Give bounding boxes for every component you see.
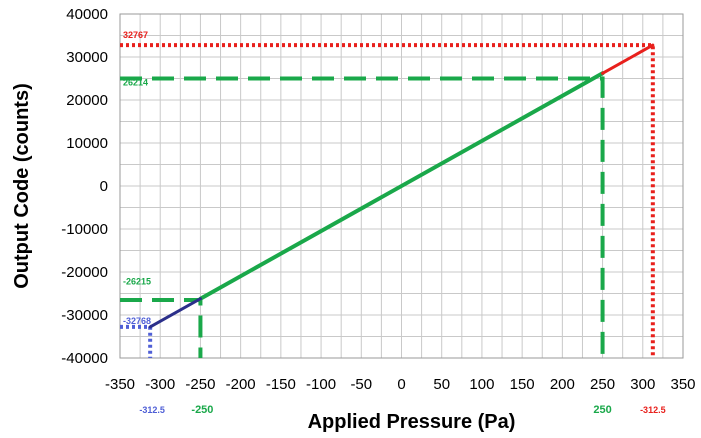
guide-green-upper <box>120 76 605 358</box>
x-tick-label: 250 <box>590 376 615 393</box>
y-tick-label: 20000 <box>66 92 108 109</box>
x-tick-label: 100 <box>469 376 494 393</box>
y-tick-label: -10000 <box>61 221 108 238</box>
annotation-label: -312.5 <box>640 405 666 415</box>
series-lines <box>148 43 655 329</box>
x-tick-label: 0 <box>397 376 405 393</box>
y-tick-label: -20000 <box>61 264 108 281</box>
x-tick-label: -250 <box>185 376 215 393</box>
guide-blue <box>120 324 153 358</box>
y-axis-title: Output Code (counts) <box>11 83 33 289</box>
series-line-main <box>198 71 605 301</box>
y-tick-label: 10000 <box>66 135 108 152</box>
y-tick-label: 40000 <box>66 6 108 23</box>
x-tick-label: -150 <box>266 376 296 393</box>
annotation-label: 250 <box>593 404 611 416</box>
y-tick-label: 0 <box>100 178 108 195</box>
y-tick-label: 30000 <box>66 49 108 66</box>
annotation-label: -250 <box>191 404 213 416</box>
y-tick-labels: 40000 30000 20000 10000 0 -10000 -20000 -30000 -… <box>61 6 108 367</box>
grid <box>119 13 684 359</box>
annotation-label: -32768 <box>123 316 151 326</box>
annotations: 32767 26214 -26215 -32768 -312.5 -250 250 -312.… <box>123 30 666 416</box>
x-tick-label: -200 <box>226 376 256 393</box>
series-line-upper <box>601 43 655 75</box>
x-tick-label: 200 <box>550 376 575 393</box>
plot-border <box>119 13 684 359</box>
x-tick-label: -300 <box>145 376 175 393</box>
annotation-label: -312.5 <box>139 405 165 415</box>
annotation-label: 26214 <box>123 77 148 87</box>
x-tick-label: 300 <box>630 376 655 393</box>
x-tick-label: -100 <box>306 376 336 393</box>
x-tick-labels: -350 -300 -250 -200 -150 -100 -50 0 50 100 150 200 2… <box>105 376 696 393</box>
x-tick-label: -50 <box>350 376 372 393</box>
y-tick-label: -30000 <box>61 307 108 324</box>
x-tick-label: 50 <box>433 376 450 393</box>
series-line-lower <box>148 297 202 329</box>
x-tick-label: 150 <box>510 376 535 393</box>
y-tick-label: -40000 <box>61 350 108 367</box>
x-axis-title: Applied Pressure (Pa) <box>308 411 516 433</box>
annotation-label: -26215 <box>123 277 151 287</box>
x-tick-label: -350 <box>105 376 135 393</box>
annotation-label: 32767 <box>123 30 148 40</box>
x-tick-label: 350 <box>670 376 695 393</box>
